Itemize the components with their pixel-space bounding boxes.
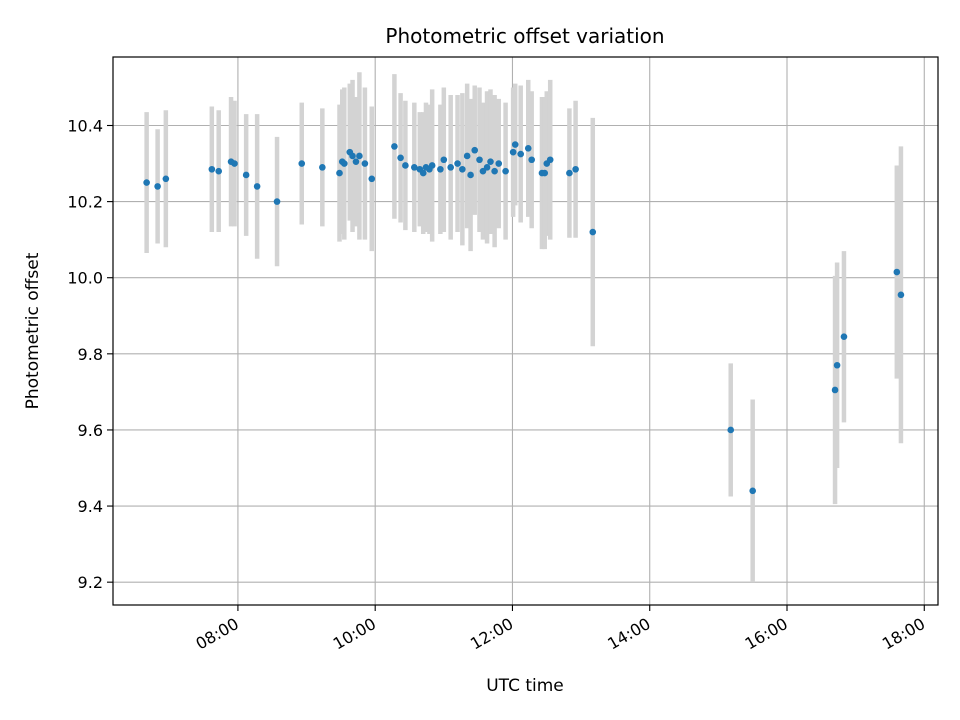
data-point <box>319 164 326 171</box>
data-point <box>215 167 222 175</box>
data-point <box>341 160 348 167</box>
data-point <box>476 156 483 164</box>
data-point <box>447 164 454 171</box>
data-point <box>454 160 461 167</box>
y-tick-label: 9.4 <box>78 497 103 516</box>
chart-title: Photometric offset variation <box>385 24 664 48</box>
data-point <box>349 152 356 160</box>
y-tick-label: 10.2 <box>67 193 103 212</box>
data-point <box>428 162 436 169</box>
data-point <box>566 169 573 177</box>
data-point <box>511 141 519 148</box>
data-point <box>524 145 532 152</box>
data-point <box>893 268 901 276</box>
data-point <box>419 169 427 177</box>
y-tick-label: 10.0 <box>67 269 103 288</box>
data-point <box>242 171 250 179</box>
data-point <box>471 146 479 154</box>
data-point <box>273 198 281 205</box>
data-point <box>437 165 444 173</box>
data-point <box>411 164 418 171</box>
data-point <box>727 426 735 434</box>
data-point <box>440 156 448 164</box>
y-tick-label: 9.2 <box>78 573 103 592</box>
data-point <box>391 143 398 150</box>
data-point <box>154 183 161 190</box>
data-point <box>528 156 535 164</box>
data-point <box>749 487 756 495</box>
plot-frame <box>112 56 939 606</box>
data-point <box>467 171 474 179</box>
data-point <box>572 165 579 173</box>
data-point <box>840 333 848 341</box>
data-point <box>253 183 261 190</box>
data-point <box>368 175 376 183</box>
data-point <box>298 160 306 167</box>
y-tick-label: 10.4 <box>67 117 103 136</box>
data-point <box>487 158 494 165</box>
y-tick-label: 9.8 <box>78 345 103 364</box>
data-point <box>833 361 841 369</box>
data-point <box>208 165 216 173</box>
y-tick-label: 9.6 <box>78 421 103 440</box>
data-point <box>459 165 466 173</box>
data-point <box>509 148 517 156</box>
data-point <box>356 152 363 160</box>
data-point <box>483 164 491 171</box>
data-point <box>546 156 554 164</box>
data-point <box>495 160 503 167</box>
data-point <box>162 175 170 183</box>
data-point <box>897 291 905 299</box>
data-point <box>361 160 369 167</box>
data-point <box>402 162 409 169</box>
data-point <box>397 154 404 162</box>
data-point <box>589 228 597 236</box>
point-layer <box>143 141 905 495</box>
data-point <box>517 150 524 158</box>
data-point <box>831 386 839 394</box>
data-point <box>352 158 360 165</box>
x-axis-title: UTC time <box>486 676 564 696</box>
data-point <box>143 179 150 186</box>
data-point <box>231 160 238 167</box>
data-point <box>502 167 509 175</box>
data-point <box>541 169 549 177</box>
data-point <box>491 167 498 175</box>
data-point <box>336 169 343 177</box>
y-axis-title: Photometric offset <box>23 252 43 409</box>
data-point <box>463 152 471 160</box>
